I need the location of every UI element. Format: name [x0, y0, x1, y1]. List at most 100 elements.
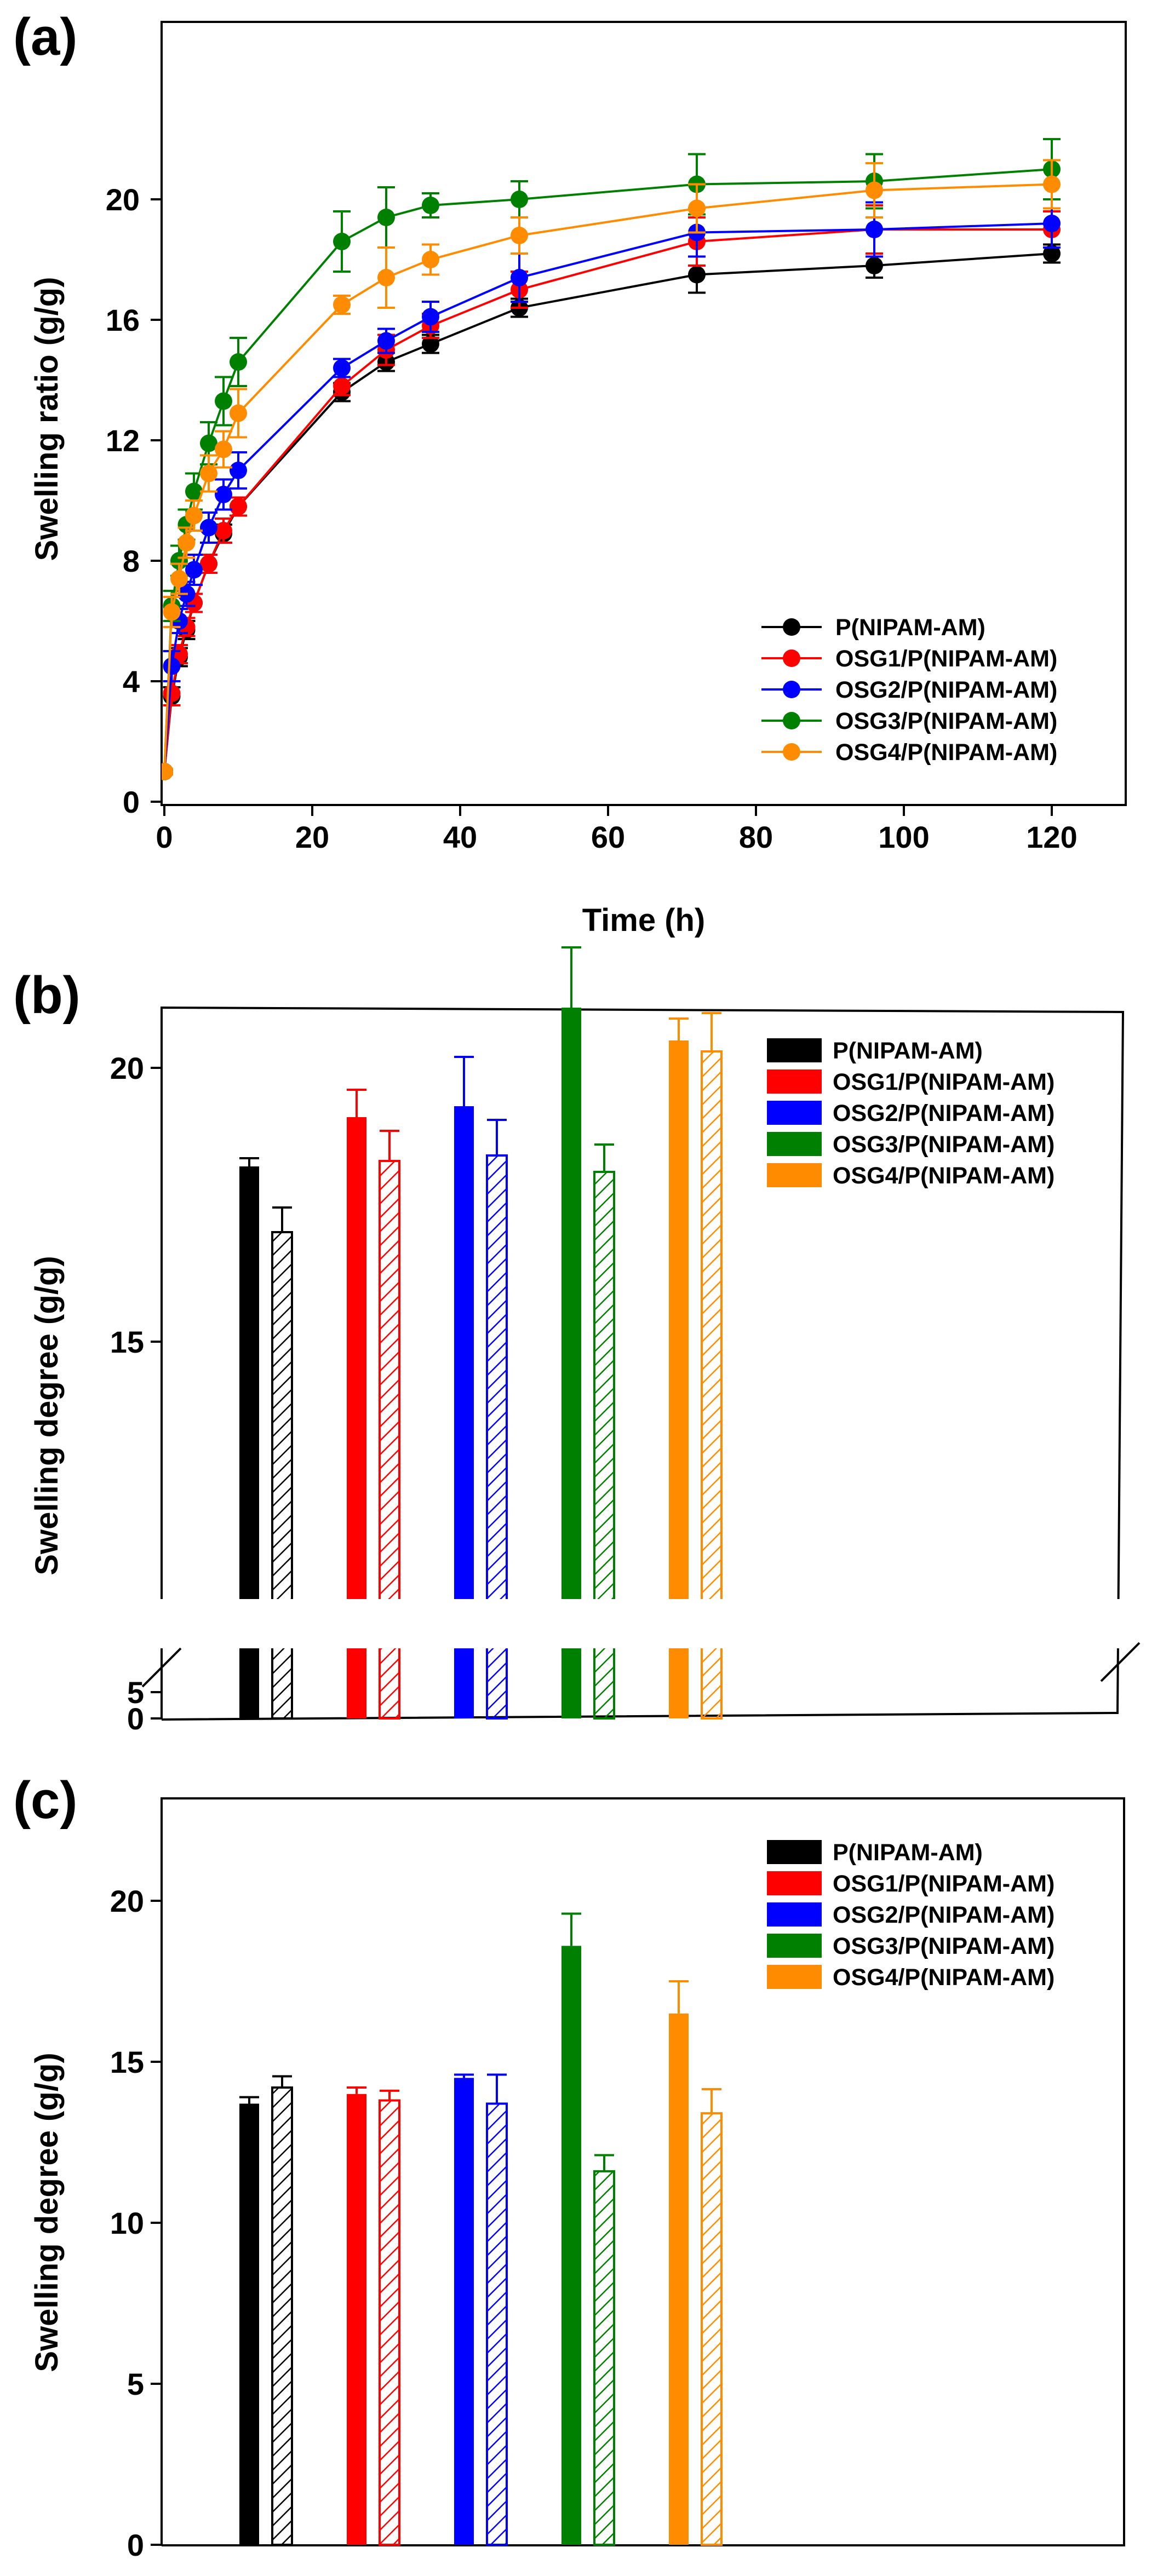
series-layer-a: [162, 138, 1061, 780]
x-tick-label-a: 20: [295, 820, 329, 854]
plot-area-b: 05 15 20 P(NIPAM-AM) OSG1/P(NIPAM-AM) OSG2/P(…: [110, 946, 1145, 1736]
legend-swatch: [767, 1840, 822, 1864]
bar-solid: [561, 1946, 581, 2545]
data-point: [422, 251, 439, 268]
legend-label: OSG1/P(NIPAM-AM): [835, 646, 1057, 672]
x-tick-label-a: 100: [878, 820, 929, 854]
series-osg1-p-nipam-am: [162, 204, 1061, 780]
y-axis-title-c: Swelling degree (g/g): [29, 2052, 65, 2372]
chart-a: (a) 0 20 40 60 80 100 120 0 4 8 12 16 20 P(NIPAM-AM) O…: [13, 8, 1127, 938]
data-point: [185, 561, 203, 579]
data-point: [230, 353, 247, 371]
chart-b: (b) 05 15 20 P(NIPAM-AM) OSG1/P(NIPAM-AM) OSG…: [13, 946, 1145, 1736]
bar-group-osg2-p-nipam-am: [454, 2073, 508, 2546]
legend-swatch: [767, 1871, 822, 1895]
y-tick-label-a: 20: [106, 182, 140, 217]
bar-hatched: [593, 2170, 615, 2546]
panel-b: (b) 0 5 15 20 P(NIPAM-AM) OSG1/P(NIPAM-AM) OSG…: [0, 946, 1169, 1780]
data-point: [215, 392, 232, 410]
data-point: [377, 332, 395, 350]
data-point: [688, 266, 706, 284]
y-tick-label-c: 10: [110, 2206, 144, 2240]
y-tick-label-b: 0: [127, 1701, 144, 1736]
y-tick-label-a: 4: [123, 664, 140, 699]
data-point: [200, 519, 217, 537]
y-axis-title-b: Swelling degree (g/g): [29, 1256, 65, 1575]
legend-label: OSG4/P(NIPAM-AM): [835, 739, 1057, 766]
panel-a: (a) 0 20 40 60 80 100 120 0 4 8 12 16 20 P(NIPAM-AM) O…: [0, 0, 1169, 969]
bar-group-osg4-p-nipam-am: [669, 1980, 723, 2546]
plot-area-c: 0 5 10 15 20 P(NIPAM-AM) OSG1/P(NIPAM-AM) OSG2/…: [110, 1797, 1125, 2562]
data-point: [511, 227, 528, 244]
y-tick-label-a: 16: [106, 303, 140, 337]
data-point: [230, 404, 247, 422]
data-point: [333, 377, 351, 395]
legend-marker: [783, 681, 800, 698]
legend-label: OSG1/P(NIPAM-AM): [833, 1069, 1055, 1095]
bar-hatched: [379, 2099, 400, 2546]
legend-label: OSG3/P(NIPAM-AM): [833, 1131, 1055, 1158]
legend-label: P(NIPAM-AM): [833, 1839, 983, 1866]
legend-marker: [783, 618, 800, 636]
legend-marker: [783, 712, 800, 729]
series-osg4-p-nipam-am: [162, 159, 1061, 780]
x-tick-label-a: 120: [1026, 820, 1077, 854]
legend-swatch: [767, 1038, 822, 1062]
data-point: [163, 603, 181, 621]
data-point: [215, 440, 232, 458]
legend-swatch: [767, 1902, 822, 1927]
data-point: [511, 269, 528, 286]
data-point: [185, 507, 203, 525]
legend-label: P(NIPAM-AM): [833, 1038, 983, 1064]
bar-group-osg3-p-nipam-am: [561, 1912, 615, 2546]
y-tick-label-b: 5: [127, 1675, 144, 1710]
data-point: [163, 685, 181, 702]
data-point: [162, 763, 173, 780]
axis-break-gap: [126, 1599, 1145, 1648]
x-axis-title-a: Time (h): [582, 902, 706, 938]
bar-group-p-nipam-am: [239, 2075, 293, 2546]
legend-label: OSG4/P(NIPAM-AM): [833, 1163, 1055, 1189]
data-point: [511, 191, 528, 208]
data-point: [215, 486, 232, 503]
panel-label-c: (c): [13, 1771, 77, 1830]
data-point: [688, 199, 706, 217]
legend-marker: [783, 649, 800, 667]
y-tick-label-c: 15: [110, 2045, 144, 2079]
data-point: [1043, 245, 1061, 262]
data-point: [333, 296, 351, 314]
chart-c: (c) 0 5 10 15 20 P(NIPAM-AM) OSG1/P(NIPAM-AM) O…: [13, 1771, 1125, 2562]
data-point: [200, 464, 217, 482]
legend-label: OSG4/P(NIPAM-AM): [833, 1964, 1055, 1991]
data-point: [230, 498, 247, 515]
x-tick-label-a: 60: [591, 820, 625, 854]
y-tick-label-a: 8: [123, 544, 140, 578]
y-tick-label-c: 5: [127, 2367, 144, 2401]
bar-solid: [239, 2103, 259, 2545]
data-point: [333, 233, 351, 250]
data-point: [377, 209, 395, 226]
y-tick-label-a: 0: [123, 785, 140, 819]
data-point: [200, 555, 217, 573]
data-point: [177, 534, 196, 551]
data-point: [215, 522, 232, 539]
legend-swatch: [767, 1070, 822, 1094]
plot-area-a: 0 20 40 60 80 100 120 0 4 8 12 16 20 P(NIPAM-AM) OSG1/…: [106, 21, 1127, 854]
data-point: [1043, 215, 1061, 232]
data-point: [170, 570, 188, 588]
data-point: [185, 482, 203, 501]
bar-group-osg1-p-nipam-am: [347, 2086, 400, 2546]
y-tick-label-b: 15: [110, 1325, 144, 1359]
bar-hatched: [271, 2086, 293, 2546]
panel-c: (c) 0 5 10 15 20 P(NIPAM-AM) OSG1/P(NIPAM-AM) O…: [0, 1771, 1169, 2576]
legend-label: OSG2/P(NIPAM-AM): [835, 677, 1057, 703]
data-point: [1043, 175, 1061, 193]
data-point: [422, 308, 439, 326]
legend-label: OSG2/P(NIPAM-AM): [833, 1100, 1055, 1126]
legend-label: OSG3/P(NIPAM-AM): [835, 708, 1057, 734]
y-tick-label-c: 0: [127, 2528, 144, 2562]
legend-swatch: [767, 1101, 822, 1125]
panel-label-b: (b): [13, 966, 81, 1025]
panel-label-a: (a): [13, 8, 77, 66]
legend-label: P(NIPAM-AM): [835, 614, 985, 641]
